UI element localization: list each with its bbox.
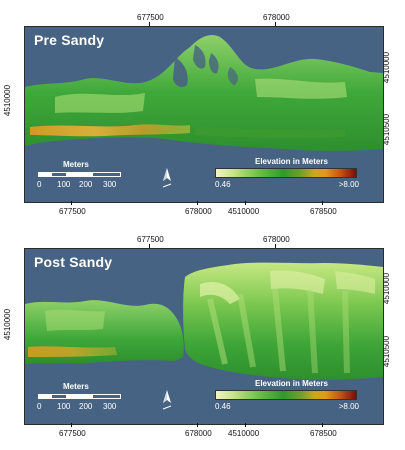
post-sandy-map-panel: Post Sandy Meters 0 100 200 300 Elevatio… <box>24 248 384 425</box>
pre-sandy-elevation-map <box>25 35 383 151</box>
pre-sandy-island-shape <box>25 35 383 151</box>
post-sandy-title: Post Sandy <box>34 254 113 270</box>
bottom-panel-y-tick-left: 4510000 <box>3 308 13 341</box>
legend-min-label: 0.46 <box>215 402 231 411</box>
scalebar-label-0: 0 <box>37 180 42 189</box>
north-arrow-icon <box>162 168 172 188</box>
scalebar-label-100: 100 <box>57 180 71 189</box>
pre-sandy-map-panel: Pre Sandy Meters 0 100 200 300 Elevation… <box>24 26 384 203</box>
scalebar-label-300: 300 <box>103 402 117 411</box>
legend-min-label: 0.46 <box>215 180 231 189</box>
top-panel-x-tick-bottom-2: 678000 <box>185 207 212 216</box>
elevation-color-ramp <box>215 390 357 400</box>
scalebar-title: Meters <box>63 382 89 391</box>
scalebar-label-300: 300 <box>103 180 117 189</box>
top-panel-x-tick-bottom-1: 677500 <box>59 207 86 216</box>
legend-max-label: >8.00 <box>338 402 359 411</box>
bottom-panel-x-tick-top-1: 677500 <box>137 235 164 244</box>
scalebar-label-200: 200 <box>79 180 93 189</box>
pre-sandy-legend: Elevation in Meters 0.46 >8.00 <box>215 157 359 197</box>
scalebar-label-200: 200 <box>79 402 93 411</box>
post-sandy-scalebar: Meters 0 100 200 300 <box>35 382 125 414</box>
post-sandy-legend: Elevation in Meters 0.46 >8.00 <box>215 379 359 419</box>
bottom-panel-x-tick-bottom-4: 678500 <box>310 429 337 438</box>
scalebar-title: Meters <box>63 160 89 169</box>
legend-title: Elevation in Meters <box>255 379 328 388</box>
top-panel-x-tick-bottom-4: 678500 <box>310 207 337 216</box>
scalebar-label-100: 100 <box>57 402 71 411</box>
top-panel-y-tick-left: 4510000 <box>3 84 13 117</box>
bottom-panel-x-tick-bottom-3: 4510000 <box>228 429 260 438</box>
pre-sandy-scalebar: Meters 0 100 200 300 <box>35 160 125 192</box>
bottom-panel-x-tick-bottom-2: 678000 <box>185 429 212 438</box>
top-panel-x-tick-top-2: 678000 <box>263 13 290 22</box>
legend-max-label: >8.00 <box>338 180 359 189</box>
pre-sandy-title: Pre Sandy <box>34 32 105 48</box>
scalebar-label-0: 0 <box>37 402 42 411</box>
north-arrow-icon <box>162 390 172 410</box>
top-panel-x-tick-top-1: 677500 <box>137 13 164 22</box>
top-panel-x-tick-bottom-3: 4510000 <box>228 207 260 216</box>
legend-title: Elevation in Meters <box>255 157 328 166</box>
bottom-panel-x-tick-bottom-1: 677500 <box>59 429 86 438</box>
bottom-panel-x-tick-top-2: 678000 <box>263 235 290 244</box>
elevation-color-ramp <box>215 168 357 178</box>
post-sandy-elevation-map <box>25 262 383 380</box>
